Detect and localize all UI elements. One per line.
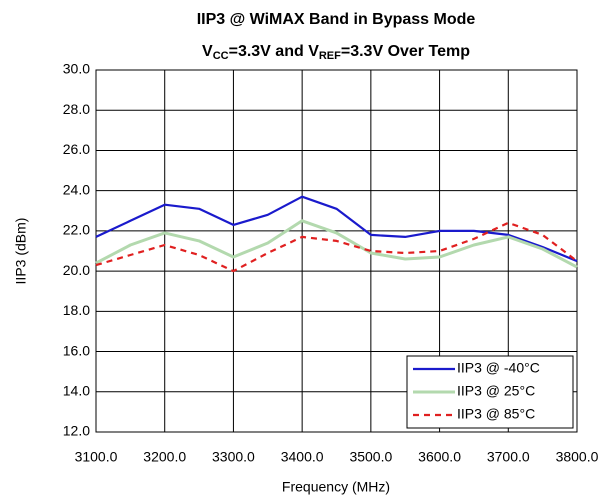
y-tick-label: 28.0 (63, 101, 90, 117)
x-tick-label: 3200.0 (143, 449, 186, 465)
x-axis-label: Frequency (MHz) (282, 479, 390, 495)
subscript: REF (319, 50, 341, 62)
legend-label: IIP3 @ 25°C (457, 383, 535, 399)
y-tick-label: 12.0 (63, 423, 90, 439)
x-tick-label: 3400.0 (281, 449, 324, 465)
subscript: CC (213, 50, 229, 62)
subtitle-part: =3.3V Over Temp (341, 43, 470, 60)
y-tick-label: 22.0 (63, 222, 90, 238)
subtitle-part: =3.3V and V (229, 43, 320, 60)
chart-title: IIP3 @ WiMAX Band in Bypass Mode (197, 11, 476, 28)
y-tick-label: 20.0 (63, 262, 90, 278)
subtitle-part: V (202, 43, 213, 60)
chart-subtitle: VCC=3.3V and VREF=3.3V Over Temp (202, 43, 470, 62)
legend-label: IIP3 @ -40°C (457, 360, 540, 376)
legend-label: IIP3 @ 85°C (457, 406, 535, 422)
y-tick-label: 26.0 (63, 141, 90, 157)
y-tick-label: 24.0 (63, 181, 90, 197)
x-tick-label: 3700.0 (487, 449, 530, 465)
y-tick-label: 16.0 (63, 342, 90, 358)
y-tick-label: 18.0 (63, 302, 90, 318)
x-tick-label: 3500.0 (349, 449, 392, 465)
x-tick-label: 3300.0 (212, 449, 255, 465)
series-line (95, 195, 578, 263)
y-axis-label: IIP3 (dBm) (13, 218, 29, 285)
y-tick-label: 14.0 (63, 382, 90, 398)
x-tick-label: 3600.0 (418, 449, 461, 465)
x-tick-label: 3100.0 (75, 449, 118, 465)
series-line (95, 219, 578, 269)
y-tick-label: 30.0 (63, 61, 90, 77)
series-line (95, 221, 578, 273)
x-tick-label: 3800.0 (556, 449, 599, 465)
